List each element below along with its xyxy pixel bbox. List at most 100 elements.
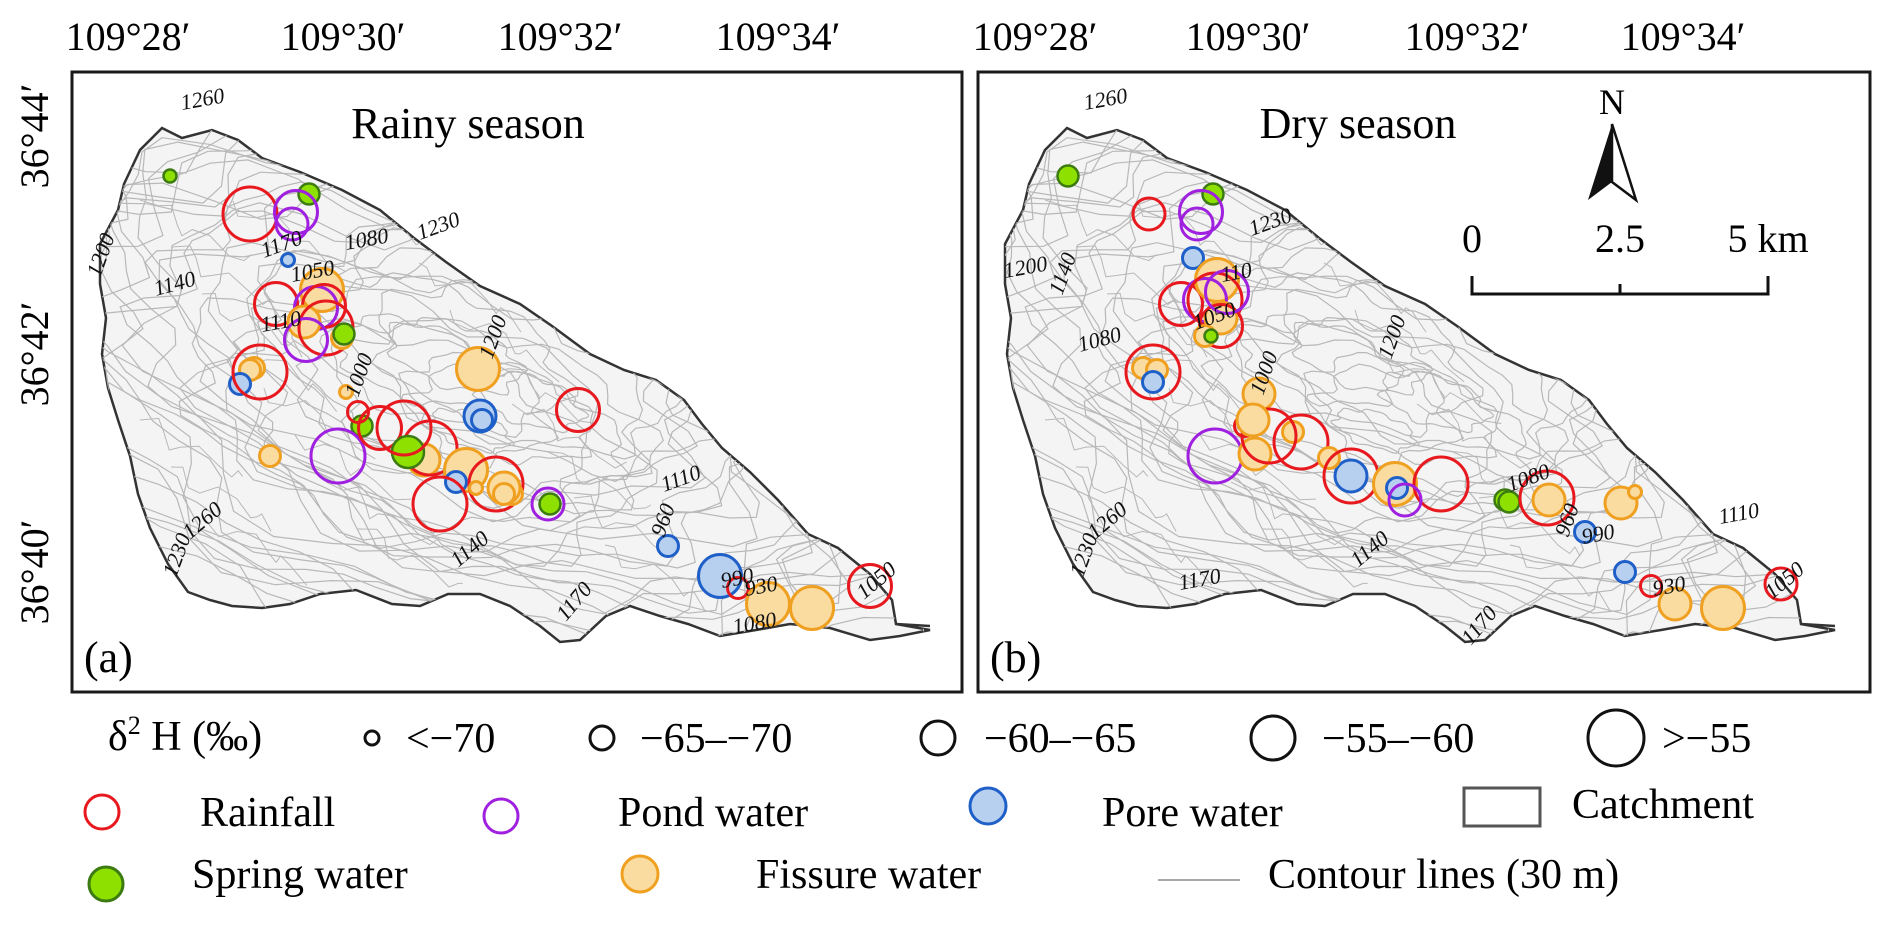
contour-elevation-label: 930: [1651, 571, 1688, 601]
sample-fissure: [1700, 585, 1746, 631]
sample-pond: [309, 427, 367, 485]
legend-pore-symbol: [968, 786, 1008, 826]
legend-size-symbol: [363, 729, 381, 747]
sample-fissure: [1627, 484, 1643, 500]
left-tick-label: 36°44′: [12, 84, 57, 189]
legend-spring-symbol: [87, 865, 125, 903]
scale-bar: 0 2.5 5 km: [1462, 216, 1809, 296]
sample-pore: [1613, 560, 1637, 584]
sample-pond: [1179, 206, 1215, 242]
sample-rainfall: [411, 475, 469, 533]
legend-fissure-label: Fissure water: [756, 852, 981, 898]
sample-pond: [273, 189, 319, 235]
sample-rainfall: [1131, 196, 1167, 232]
sample-pore: [1141, 370, 1165, 394]
sample-rainfall: [1272, 413, 1330, 471]
scale-bar-label: 5 km: [1727, 216, 1808, 261]
sample-pore: [470, 408, 494, 432]
panel-a-title: Rainy season: [351, 99, 584, 148]
top-tick-label: 109°30′: [1186, 14, 1311, 59]
sample-pore: [656, 534, 680, 558]
legend-fissure-symbol: [620, 854, 660, 894]
sample-rainfall: [375, 399, 433, 457]
legend-rainfall-label: Rainfall: [200, 790, 335, 836]
sample-rainfall: [1639, 574, 1663, 598]
panel-a-label: (a): [84, 633, 133, 682]
sample-pore: [1181, 246, 1205, 270]
legend-size: δ2 H (‰) <−70 −65–−70 −60–−65 −55–−60 >−…: [108, 708, 1751, 768]
sample-fissure: [258, 444, 282, 468]
sample-spring: [1056, 164, 1080, 188]
contour-elevation-label: 110: [1219, 257, 1254, 287]
legend-size-label: −55–−60: [1322, 716, 1474, 762]
sample-rainfall: [1158, 281, 1204, 327]
sample-pond: [1178, 189, 1224, 235]
sample-rainfall: [253, 281, 299, 327]
scale-bar-label: 2.5: [1595, 216, 1645, 261]
sample-pore: [697, 553, 743, 599]
sample-fissure: [1531, 482, 1567, 518]
contour-elevation-label: 990: [1580, 519, 1617, 549]
sample-pond: [1204, 269, 1250, 315]
sample-pore: [1333, 458, 1369, 494]
sample-rainfall: [726, 576, 750, 600]
legend-types: Rainfall Pond water Pore water Catchment…: [83, 782, 1754, 903]
sample-fissure: [789, 585, 835, 631]
sample-rainfall: [231, 343, 289, 401]
top-tick-label: 109°34′: [1621, 14, 1746, 59]
sample-pore: [1573, 520, 1597, 544]
legend-catchment-symbol: [1462, 786, 1542, 828]
sample-fissure: [338, 384, 354, 400]
sample-spring: [538, 492, 562, 516]
top-tick-label: 109°32′: [1405, 14, 1530, 59]
legend-spring-label: Spring water: [192, 852, 408, 898]
sample-fissure: [455, 346, 501, 392]
sample-rainfall: [1124, 343, 1182, 401]
top-tick-label: 109°28′: [66, 14, 191, 59]
sample-rainfall: [467, 455, 525, 513]
legend-size-label: <−70: [406, 716, 495, 762]
sample-rainfall: [555, 387, 601, 433]
top-tick-label: 109°28′: [973, 14, 1098, 59]
legend-size-symbol: [1249, 714, 1297, 762]
sample-rainfall: [847, 563, 893, 609]
sample-spring: [332, 322, 356, 346]
sample-fissure: [468, 480, 484, 496]
sample-pore: [280, 252, 296, 268]
contour-elevation-label: 930: [743, 571, 780, 601]
contour-elevation-label: 990: [719, 563, 756, 593]
top-tick-label: 109°30′: [281, 14, 406, 59]
sample-pond: [283, 317, 329, 363]
sample-pond: [530, 486, 566, 522]
legend-size-symbol: [919, 719, 957, 757]
sample-rainfall: [221, 185, 279, 243]
top-tick-label: 109°34′: [716, 14, 841, 59]
legend-pond-label: Pond water: [618, 790, 808, 836]
top-tick-label: 109°32′: [498, 14, 623, 59]
legend-size-label: −65–−70: [640, 716, 792, 762]
sample-rainfall: [357, 405, 403, 451]
sample-spring: [162, 168, 178, 184]
sample-fissure: [1235, 402, 1271, 438]
legend-size-title: δ2 H (‰): [108, 711, 262, 760]
sample-rainfall: [1412, 455, 1470, 513]
north-arrow-label: N: [1599, 82, 1625, 122]
left-tick-label: 36°40′: [12, 520, 57, 625]
legend-size-symbol: [1586, 708, 1646, 768]
sample-rainfall: [1240, 407, 1298, 465]
legend-pore-label: Pore water: [1102, 790, 1283, 836]
panel-b-title: Dry season: [1260, 99, 1457, 148]
sample-rainfall: [1763, 566, 1799, 602]
sample-fissure: [492, 482, 516, 506]
sample-rainfall: [1518, 469, 1576, 527]
legend-contour-label: Contour lines (30 m): [1268, 852, 1619, 898]
sample-fissure: [1657, 586, 1693, 622]
left-tick-label: 36°42′: [12, 302, 57, 407]
legend-size-symbol: [588, 724, 616, 752]
sample-pond: [274, 206, 310, 242]
legend-catchment-label: Catchment: [1572, 782, 1754, 828]
sample-pond: [1387, 482, 1423, 518]
legend-pond-symbol: [482, 797, 520, 835]
panel-b-label: (b): [990, 633, 1041, 682]
